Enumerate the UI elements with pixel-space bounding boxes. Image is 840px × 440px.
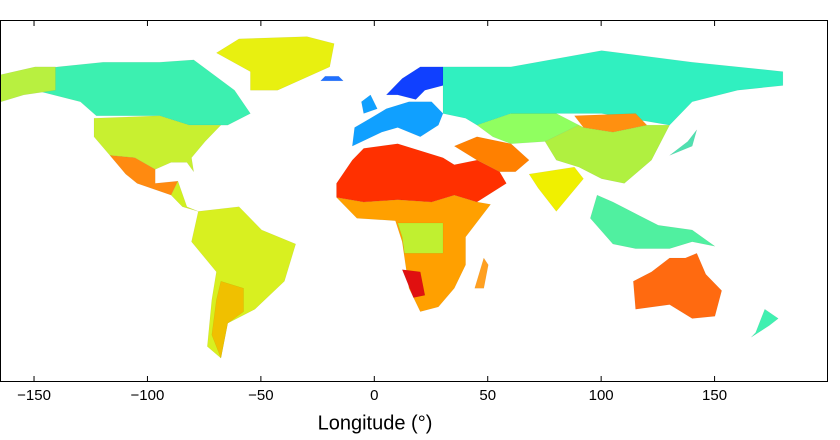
country-region <box>442 50 784 126</box>
country-region <box>669 129 698 156</box>
country-region <box>633 252 722 319</box>
x-tick-label: 150 <box>702 387 727 404</box>
country-region <box>0 66 56 103</box>
plot-frame <box>0 20 828 382</box>
country-region <box>336 143 507 203</box>
country-region <box>170 180 199 212</box>
country-region <box>751 308 779 338</box>
x-axis-label: Longitude (°) <box>318 412 433 434</box>
country-region <box>590 194 716 249</box>
country-region <box>335 194 492 312</box>
x-tick-label: 0 <box>370 387 378 404</box>
country-region <box>361 94 378 114</box>
x-tick-label: −150 <box>17 387 51 404</box>
country-region <box>320 75 344 82</box>
country-region <box>573 113 648 133</box>
x-tick-label: −50 <box>248 387 273 404</box>
country-region <box>401 269 426 298</box>
country-region <box>93 115 222 172</box>
x-tick-label: 100 <box>589 387 614 404</box>
land-layer <box>0 36 784 359</box>
x-tick-label: 50 <box>479 387 496 404</box>
country-region <box>191 206 297 359</box>
country-region <box>385 66 444 100</box>
country-region <box>474 257 489 289</box>
country-region <box>351 101 444 147</box>
country-region <box>453 136 530 173</box>
country-region <box>215 36 335 91</box>
country-region <box>528 166 584 212</box>
country-region <box>211 280 244 359</box>
x-tick-label: −100 <box>131 387 165 404</box>
country-region <box>397 222 444 254</box>
country-region <box>544 124 671 184</box>
country-region <box>0 59 251 126</box>
